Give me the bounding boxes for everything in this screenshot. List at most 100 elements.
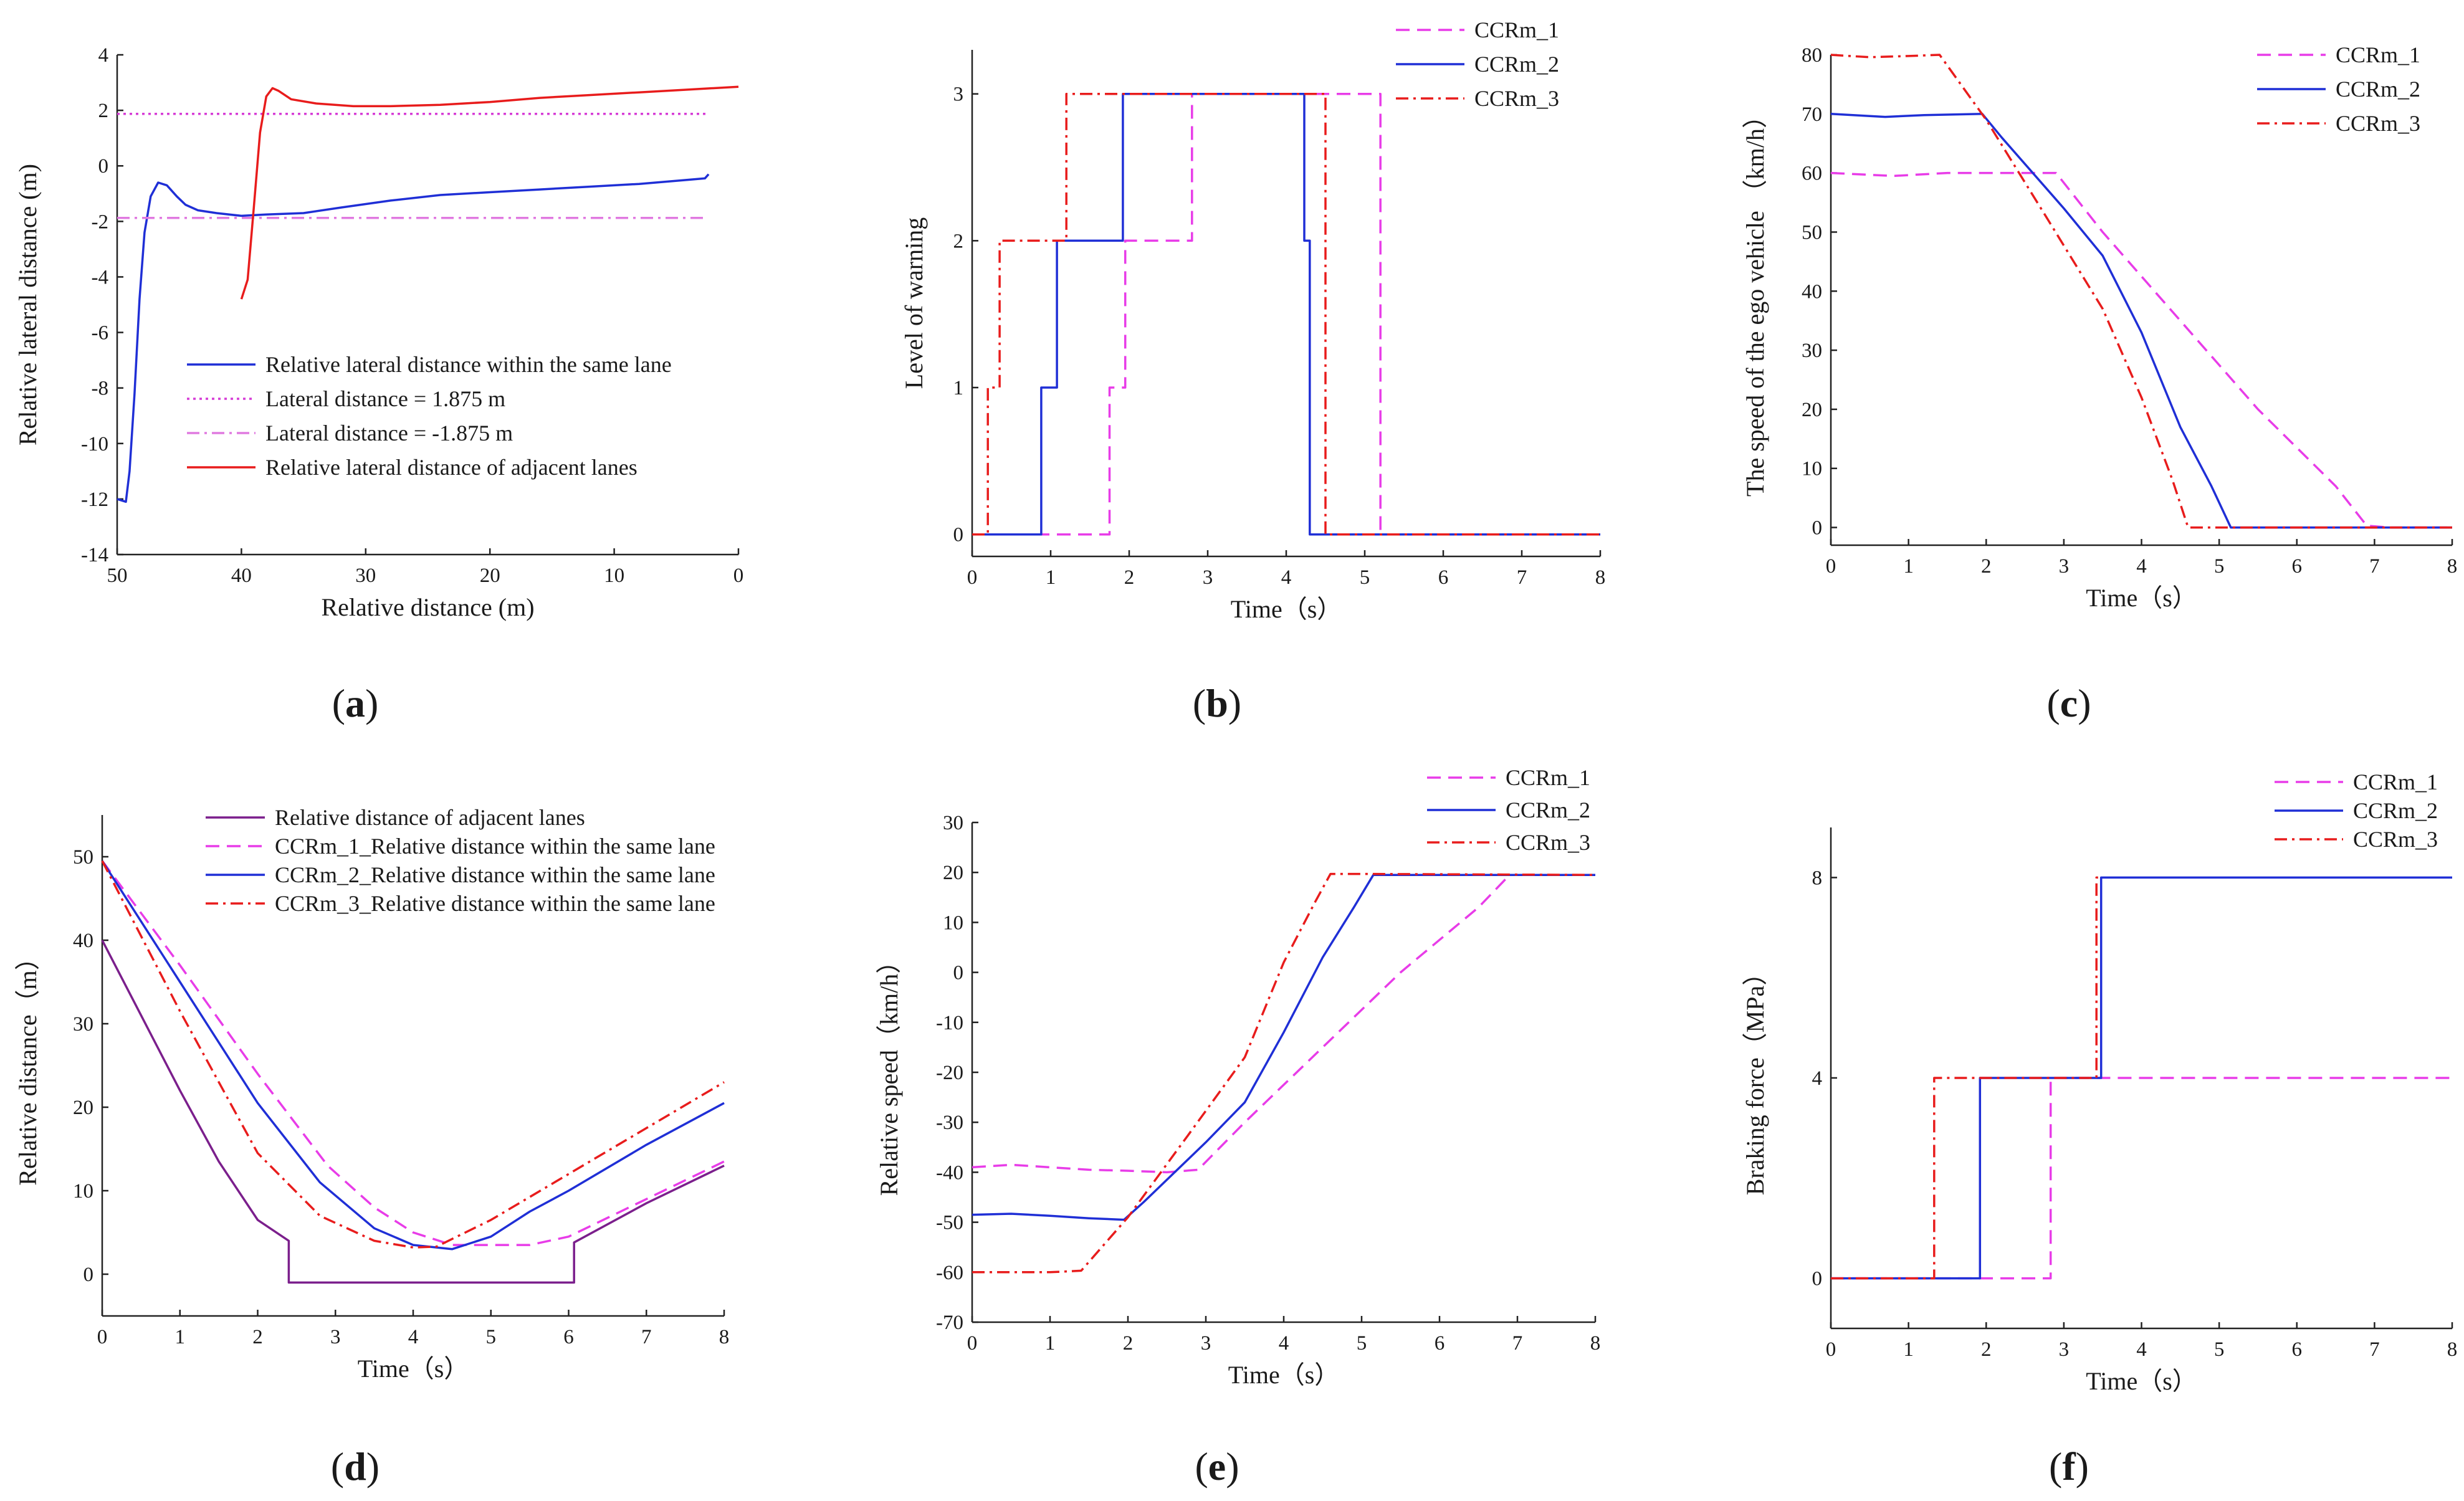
series-line-ccrm-1 xyxy=(1830,171,2452,529)
x-tick-label: 8 xyxy=(2447,555,2458,578)
x-tick-label: 2 xyxy=(1981,555,1992,578)
x-tick-label: 1 xyxy=(1045,1332,1056,1355)
y-tick-label: 30 xyxy=(73,1013,93,1036)
panel-letter: f xyxy=(2062,1444,2076,1489)
y-tick-label: 40 xyxy=(73,930,93,952)
y-tick-label: 10 xyxy=(1802,458,1822,480)
y-tick-label: -20 xyxy=(936,1062,963,1084)
y-tick-label: 0 xyxy=(953,524,964,546)
y-axis-label: Relative lateral distance (m) xyxy=(14,164,42,446)
y-axis-label: Level of warning xyxy=(900,217,928,389)
y-tick-label: 50 xyxy=(1802,221,1822,244)
legend: Relative lateral distance within the sam… xyxy=(187,352,672,480)
x-tick-label: 5 xyxy=(1360,566,1370,589)
panel-caption: (f) xyxy=(2049,1444,2089,1489)
legend-entry: CCRm_3 xyxy=(2353,827,2438,852)
series-line-ccrm-2 xyxy=(972,874,1595,1221)
x-tick-label: 6 xyxy=(1435,1332,1445,1355)
y-tick-label: 30 xyxy=(943,812,963,834)
x-tick-label: 7 xyxy=(2369,1338,2380,1361)
panel-caption: (b) xyxy=(1193,681,1241,725)
y-tick-label: 40 xyxy=(1802,280,1822,303)
x-tick-label: 6 xyxy=(2292,1338,2303,1361)
legend-entry: CCRm_3 xyxy=(2336,111,2420,136)
legend-entry: CCRm_2_Relative distance within the same… xyxy=(275,862,715,887)
y-tick-label: 50 xyxy=(73,846,93,869)
y-tick-label: 8 xyxy=(1812,867,1823,889)
legend-entry: CCRm_3 xyxy=(1474,86,1559,111)
legend-entry: CCRm_2 xyxy=(1506,798,1590,822)
y-tick-label: -60 xyxy=(936,1262,963,1284)
x-tick-label: 3 xyxy=(1203,566,1213,589)
x-tick-label: 8 xyxy=(2447,1338,2458,1361)
y-tick-label: -6 xyxy=(92,322,109,345)
x-tick-label: 0 xyxy=(1826,555,1836,578)
y-tick-label: 0 xyxy=(98,155,109,178)
series-line-ccrm-1 xyxy=(972,874,1595,1174)
legend-entry: CCRm_3 xyxy=(1506,830,1590,855)
y-tick-label: 3 xyxy=(953,83,964,106)
x-tick-label: 7 xyxy=(641,1326,652,1348)
panel-letter: a xyxy=(345,681,365,725)
panel-letter: d xyxy=(344,1444,366,1489)
x-tick-label: 2 xyxy=(1124,566,1135,589)
y-tick-label: 1 xyxy=(953,377,964,399)
legend-entry: Relative lateral distance of adjacent la… xyxy=(265,455,637,480)
panel-letter: c xyxy=(2060,681,2078,725)
x-tick-label: 3 xyxy=(2059,555,2070,578)
x-tick-label: 4 xyxy=(1279,1332,1289,1355)
series-line-relative-lateral-distance-within-the-same-lane xyxy=(117,173,710,503)
x-tick-label: 4 xyxy=(2136,1338,2147,1361)
chart-b: 0 1 2 3 4 5 6 7 8 0 1 2 3 Time（s） Level of warning CCRm… xyxy=(900,17,1605,725)
y-tick-label: 2 xyxy=(953,230,964,252)
series-line-ccrm-3-relative-distance-within-the-same-lane xyxy=(101,860,725,1249)
x-tick-label: 0 xyxy=(967,566,978,589)
legend-entry: CCRm_1_Relative distance within the same… xyxy=(275,834,715,859)
y-tick-label: -2 xyxy=(92,211,109,233)
x-tick-label: 1 xyxy=(1046,566,1056,589)
y-tick-label: 4 xyxy=(1812,1067,1823,1090)
legend: CCRm_1 CCRm_2 CCRm_3 xyxy=(1396,17,1559,111)
x-tick-label: 40 xyxy=(231,565,252,587)
y-tick-label: -40 xyxy=(936,1161,963,1184)
x-axis-label: Time（s） xyxy=(358,1355,469,1383)
panel-letter: b xyxy=(1206,681,1228,725)
x-tick-label: 5 xyxy=(2214,555,2225,578)
y-axis-label: Relative distance（m） xyxy=(14,945,42,1185)
y-axis-label: Braking force（MPa） xyxy=(1741,961,1769,1196)
panel-caption: (e) xyxy=(1195,1444,1239,1489)
y-tick-label: -70 xyxy=(936,1312,963,1334)
x-tick-label: 1 xyxy=(175,1326,186,1348)
legend-entry: CCRm_2 xyxy=(2353,798,2438,823)
chart-f: 0 1 2 3 4 5 6 7 8 0 4 8 Time（s） Braking force（MPa） CCR… xyxy=(1741,770,2457,1489)
series-line-ccrm-1 xyxy=(1831,1077,2452,1280)
legend-entry: CCRm_1 xyxy=(2353,770,2438,794)
x-tick-label: 5 xyxy=(486,1326,497,1348)
x-tick-label: 7 xyxy=(2369,555,2380,578)
x-tick-label: 1 xyxy=(1903,555,1914,578)
legend: CCRm_1 CCRm_2 CCRm_3 xyxy=(2257,42,2420,136)
x-axis-label: Time（s） xyxy=(1228,1361,1340,1389)
series-line-relative-lateral-distance-of-adjacent-lanes xyxy=(240,85,739,300)
panel-caption: (c) xyxy=(2046,681,2091,725)
series-line-ccrm-1-relative-distance-within-the-same-lane xyxy=(101,860,725,1246)
y-tick-label: 30 xyxy=(1802,340,1822,362)
x-tick-label: 5 xyxy=(1357,1332,1367,1355)
x-tick-label: 0 xyxy=(97,1326,108,1348)
chart-a: 50 40 30 20 10 0420-2-4-6-8-10-12-14Relative … xyxy=(14,44,743,725)
y-tick-label: -30 xyxy=(936,1112,963,1134)
legend-entry: CCRm_1 xyxy=(1506,765,1590,790)
panel-caption: (a) xyxy=(332,681,379,725)
x-tick-label: 3 xyxy=(330,1326,341,1348)
y-tick-label: 80 xyxy=(1802,44,1822,67)
x-tick-label: 2 xyxy=(252,1326,263,1348)
series-line-ccrm-1 xyxy=(972,92,1600,536)
series-line-ccrm-3 xyxy=(1830,54,2452,529)
x-tick-label: 20 xyxy=(480,565,500,587)
y-tick-label: 70 xyxy=(1802,103,1822,126)
x-tick-label: 6 xyxy=(1438,566,1449,589)
y-tick-label: 0 xyxy=(953,962,964,984)
x-tick-label: 3 xyxy=(2059,1338,2070,1361)
y-tick-label: -4 xyxy=(92,266,109,288)
